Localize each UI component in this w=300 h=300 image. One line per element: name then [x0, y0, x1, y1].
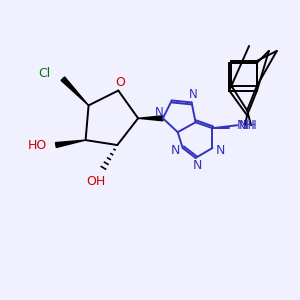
Text: N: N: [154, 106, 163, 119]
Text: O: O: [115, 76, 125, 89]
Text: N: N: [189, 88, 198, 101]
Text: HO: HO: [27, 139, 47, 152]
Text: N: N: [193, 159, 202, 172]
Text: Cl: Cl: [38, 67, 50, 80]
Text: N: N: [216, 143, 225, 157]
Text: OH: OH: [86, 175, 105, 188]
Text: N: N: [171, 143, 180, 157]
Text: NH: NH: [239, 119, 258, 132]
Polygon shape: [61, 77, 88, 105]
Polygon shape: [56, 140, 86, 148]
Text: NH: NH: [237, 119, 256, 132]
Polygon shape: [138, 116, 163, 121]
